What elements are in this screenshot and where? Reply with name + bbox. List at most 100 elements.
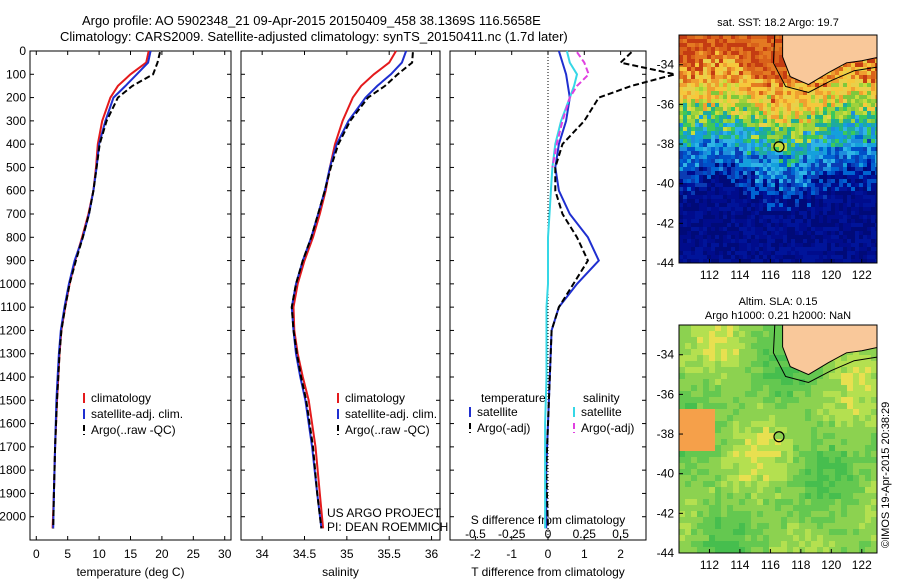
- sst-cell: [851, 207, 856, 212]
- sst-cell: [759, 127, 764, 132]
- sla-cell: [721, 337, 728, 344]
- sst-cell: [827, 187, 832, 192]
- sst-cell: [695, 211, 700, 216]
- sla-cell: [805, 505, 812, 512]
- sst-cell: [799, 127, 804, 132]
- sla-cell: [781, 499, 788, 506]
- sst-cell: [783, 211, 788, 216]
- sst-cell: [751, 187, 756, 192]
- sla-cell: [841, 355, 848, 362]
- sst-cell: [859, 95, 864, 100]
- sla-cell: [733, 415, 740, 422]
- sst-cell: [787, 155, 792, 160]
- difference-series-line: [544, 50, 579, 529]
- sst-cell: [867, 63, 872, 68]
- sst-cell: [875, 59, 877, 64]
- sst-cell: [691, 191, 696, 196]
- sst-cell: [703, 51, 708, 56]
- sla-cell: [721, 475, 728, 482]
- sla-cell: [865, 433, 872, 440]
- sla-cell: [799, 463, 806, 470]
- sst-cell: [863, 179, 868, 184]
- sla-cell: [775, 451, 782, 458]
- sst-cell: [775, 167, 780, 172]
- sla-cell: [679, 535, 686, 542]
- sla-cell: [685, 325, 692, 332]
- depth-tick-label: 800: [6, 230, 26, 244]
- sla-cell: [679, 517, 686, 524]
- sst-cell: [811, 247, 816, 252]
- sst-cell: [875, 95, 877, 100]
- sst-cell: [767, 259, 772, 263]
- sla-cell: [871, 445, 877, 452]
- sst-cell: [743, 115, 748, 120]
- sla-cell: [775, 493, 782, 500]
- sla-cell: [739, 427, 746, 434]
- sst-cell: [679, 255, 684, 260]
- sla-cell: [721, 535, 728, 542]
- sst-cell: [867, 203, 872, 208]
- sst-cell: [711, 191, 716, 196]
- sla-cell: [721, 427, 728, 434]
- sla-cell: [733, 385, 740, 392]
- sla-cell: [709, 337, 716, 344]
- sst-cell: [839, 199, 844, 204]
- depth-tick-label: 2000: [0, 510, 26, 524]
- sla-cell: [715, 373, 722, 380]
- sla-cell: [739, 337, 746, 344]
- sst-cell: [795, 259, 800, 263]
- sla-cell: [793, 397, 800, 404]
- sst-cell: [695, 107, 700, 112]
- sst-cell: [847, 151, 852, 156]
- sla-x-tick-label: 118: [791, 558, 810, 572]
- sst-cell: [819, 163, 824, 168]
- sla-cell: [769, 379, 776, 386]
- sst-cell: [775, 171, 780, 176]
- sst-cell: [775, 91, 780, 96]
- sla-cell: [751, 493, 758, 500]
- sla-cell: [829, 445, 836, 452]
- sst-cell: [719, 243, 724, 248]
- sst-cell: [867, 75, 872, 80]
- sst-cell: [867, 79, 872, 84]
- sst-cell: [763, 139, 768, 144]
- sst-cell: [711, 111, 716, 116]
- sla-cell: [787, 409, 794, 416]
- sla-cell: [859, 439, 866, 446]
- sla-cell: [859, 427, 866, 434]
- sst-cell: [743, 123, 748, 128]
- sst-cell: [791, 99, 796, 104]
- sla-cell: [847, 535, 854, 542]
- sla-cell: [805, 391, 812, 398]
- sst-cell: [763, 155, 768, 160]
- sst-cell: [731, 67, 736, 72]
- sla-cell: [697, 493, 704, 500]
- sst-cell: [803, 131, 808, 136]
- sla-cell: [769, 343, 776, 350]
- sst-cell: [807, 227, 812, 232]
- sla-cell: [865, 505, 872, 512]
- sst-cell: [871, 179, 876, 184]
- sst-cell: [775, 123, 780, 128]
- title-line-1: Argo profile: AO 5902348_21 09-Apr-2015 …: [82, 13, 541, 28]
- sst-cell: [735, 207, 740, 212]
- sla-cell: [829, 451, 836, 458]
- difference-x-tick-label: 0: [545, 547, 552, 561]
- sst-cell: [739, 179, 744, 184]
- sst-cell: [743, 203, 748, 208]
- sst-cell: [763, 211, 768, 216]
- sla-cell: [781, 367, 788, 374]
- sst-cell: [751, 51, 756, 56]
- sla-cell: [709, 511, 716, 518]
- sst-cell: [843, 151, 848, 156]
- sst-cell: [687, 175, 692, 180]
- sst-cell: [695, 215, 700, 220]
- sla-cell: [685, 433, 692, 440]
- sla-cell: [817, 391, 824, 398]
- sst-cell: [763, 195, 768, 200]
- sst-cell: [871, 187, 876, 192]
- sst-cell: [735, 131, 740, 136]
- sst-cell: [683, 147, 688, 152]
- sst-cell: [795, 91, 800, 96]
- sst-cell: [759, 107, 764, 112]
